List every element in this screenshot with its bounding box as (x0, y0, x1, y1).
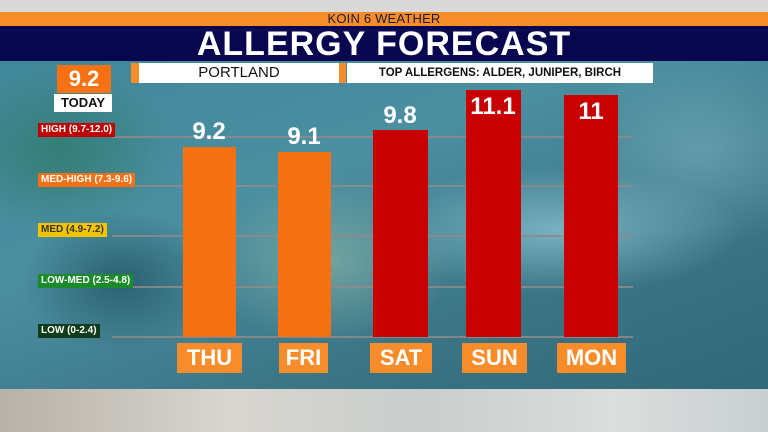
background-lower-band (0, 389, 768, 432)
gridline-low (112, 336, 633, 338)
gridline-high (112, 136, 633, 138)
bar-mon (564, 95, 618, 337)
bar-value-sat: 9.8 (383, 102, 417, 129)
bar-sun (466, 90, 521, 337)
station-brand: KOIN 6 WEATHER (0, 12, 768, 26)
today-value: 9.2 (57, 65, 111, 93)
gridline-med-high (112, 185, 633, 187)
bar-value-fri: 9.1 (287, 123, 321, 150)
bar-sat (373, 130, 428, 337)
gridline-med (112, 235, 633, 237)
location-label: PORTLAND (139, 63, 339, 83)
day-label-mon: MON (557, 343, 626, 373)
bar-value-sun: 11.1 (470, 93, 516, 120)
level-med: MED (4.9-7.2) (38, 223, 107, 237)
level-high: HIGH (9.7-12.0) (38, 123, 116, 137)
bar-value-thu: 9.2 (192, 118, 226, 145)
day-label-sat: SAT (370, 343, 432, 373)
top-allergens: TOP ALLERGENS: ALDER, JUNIPER, BIRCH (347, 63, 653, 83)
bar-fri (278, 152, 331, 337)
today-label: TODAY (54, 94, 112, 112)
page-title: ALLERGY FORECAST (0, 26, 768, 62)
level-low: LOW (0-2.4) (38, 324, 100, 338)
gridline-low-med (112, 286, 633, 288)
bar-value-mon: 11 (578, 98, 604, 125)
day-label-thu: THU (177, 343, 242, 373)
location-box: PORTLAND (131, 63, 346, 83)
day-label-sun: SUN (462, 343, 527, 373)
level-low-med: LOW-MED (2.5-4.8) (38, 274, 134, 288)
day-label-fri: FRI (279, 343, 328, 373)
level-med-high: MED-HIGH (7.3-9.6) (38, 173, 136, 187)
bar-thu (183, 147, 236, 337)
top-strip (0, 0, 768, 12)
